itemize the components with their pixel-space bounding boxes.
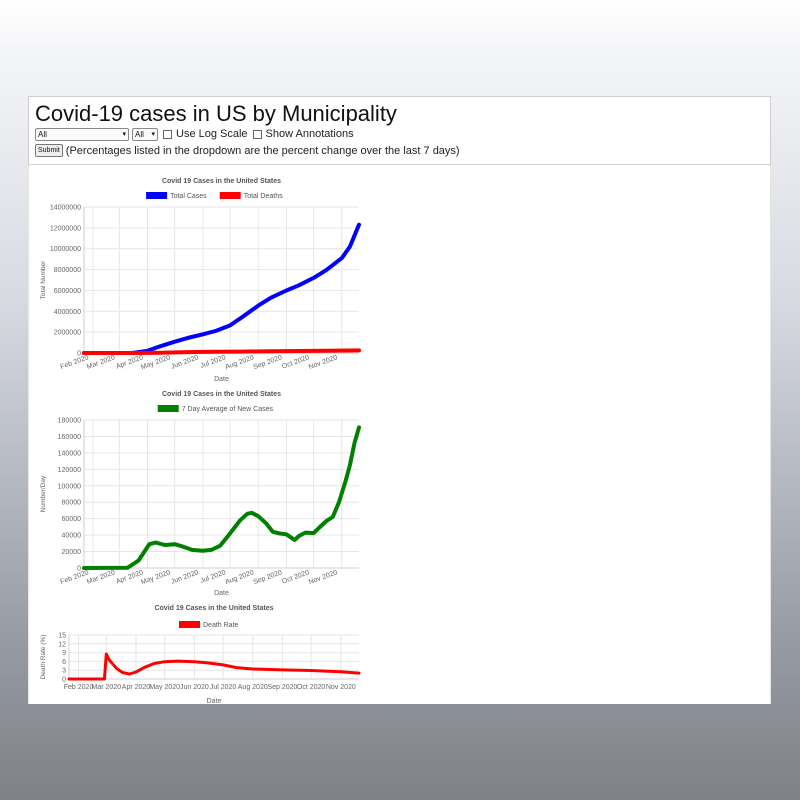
y-tick-label: 100000 xyxy=(58,483,81,490)
y-tick-label: 80000 xyxy=(62,500,82,507)
submit-button[interactable]: Submit xyxy=(35,144,63,157)
y-tick-label: 15 xyxy=(58,633,66,640)
y-axis-label: Total Number xyxy=(40,260,47,299)
series-line-total-cases xyxy=(82,222,361,355)
x-tick-label: Mar 2020 xyxy=(92,684,122,691)
controls-panel: Covid-19 cases in US by Municipality All… xyxy=(28,96,771,165)
x-tick-label: Jul 2020 xyxy=(200,354,227,370)
municipality-select-value: All xyxy=(38,129,47,139)
annotations-checkbox[interactable] xyxy=(252,129,262,139)
x-tick-label: Feb 2020 xyxy=(60,354,90,371)
y-tick-label: 160000 xyxy=(58,434,81,441)
controls-row: All ▾ All ▾ Use Log Scale Show Annotatio… xyxy=(35,127,354,141)
legend-label: Total Deaths xyxy=(244,193,283,200)
log-scale-checkbox[interactable] xyxy=(163,129,172,139)
legend-swatch xyxy=(179,621,200,628)
chart-title: Covid 19 Cases in the United States xyxy=(162,178,281,185)
submit-row: Submit (Percentages listed in the dropdo… xyxy=(35,144,460,157)
y-tick-label: 180000 xyxy=(58,418,81,425)
y-tick-label: 60000 xyxy=(62,516,82,523)
x-tick-label: Apr 2020 xyxy=(115,354,144,370)
legend-label: Death Rate xyxy=(203,622,239,629)
y-tick-label: 2000000 xyxy=(54,330,81,337)
y-tick-label: 14000000 xyxy=(50,205,81,212)
x-tick-label: Feb 2020 xyxy=(60,569,90,586)
x-tick-label: Nov 2020 xyxy=(308,569,339,586)
y-tick-label: 10000000 xyxy=(50,246,81,253)
y-tick-label: 6 xyxy=(62,659,66,666)
y-tick-label: 0 xyxy=(62,677,66,684)
x-axis-label: Date xyxy=(214,590,229,597)
x-tick-label: Aug 2020 xyxy=(224,354,255,371)
x-tick-label: Oct 2020 xyxy=(281,354,310,370)
chart-title: Covid 19 Cases in the United States xyxy=(154,605,273,612)
range-select-value: All xyxy=(135,129,144,139)
charts-area: Covid 19 Cases in the United States Total… xyxy=(28,165,771,705)
y-axis-label: Death Rate (%) xyxy=(40,635,47,680)
y-tick-label: 12 xyxy=(58,641,66,648)
legend-label: 7 Day Average of New Cases xyxy=(182,406,274,413)
legend-swatch xyxy=(146,192,168,199)
x-tick-label: Nov 2020 xyxy=(308,354,339,371)
legend-swatch xyxy=(219,192,241,199)
x-tick-label: Nov 2020 xyxy=(326,684,356,691)
y-axis-label: Number/Day xyxy=(40,475,47,512)
y-tick-label: 9 xyxy=(62,650,66,657)
range-select[interactable]: All ▾ xyxy=(132,127,158,141)
x-tick-label: May 2020 xyxy=(149,684,180,691)
dropdown-note: (Percentages listed in the dropdown are … xyxy=(65,144,460,157)
y-tick-label: 0 xyxy=(77,351,81,358)
x-axis-label: Date xyxy=(214,376,229,383)
x-tick-label: Sep 2020 xyxy=(267,684,297,691)
y-tick-label: 140000 xyxy=(58,450,81,457)
x-axis-label: Date xyxy=(207,698,222,704)
log-scale-label: Use Log Scale xyxy=(176,128,248,140)
chevron-down-icon: ▾ xyxy=(151,130,155,138)
x-tick-label: Jun 2020 xyxy=(170,354,200,370)
chart-title: Covid 19 Cases in the United States xyxy=(162,391,281,398)
x-tick-label: Jul 2020 xyxy=(210,684,237,691)
y-tick-label: 6000000 xyxy=(54,288,81,295)
x-tick-label: Mar 2020 xyxy=(86,354,116,371)
x-tick-label: Apr 2020 xyxy=(122,684,151,691)
x-tick-label: Oct 2020 xyxy=(281,569,310,585)
x-tick-label: Jun 2020 xyxy=(180,684,209,691)
x-tick-label: Mar 2020 xyxy=(86,569,116,586)
municipality-select[interactable]: All ▾ xyxy=(35,127,129,141)
y-tick-label: 8000000 xyxy=(54,267,81,274)
y-tick-label: 12000000 xyxy=(50,225,81,232)
x-tick-label: Oct 2020 xyxy=(297,684,326,691)
annotations-label: Show Annotations xyxy=(265,128,354,140)
y-tick-label: 20000 xyxy=(62,549,82,556)
x-tick-label: Jul 2020 xyxy=(200,569,227,585)
x-tick-label: Sep 2020 xyxy=(253,569,284,586)
chevron-down-icon: ▾ xyxy=(122,130,126,138)
x-tick-label: May 2020 xyxy=(140,569,171,586)
series-line-death-rate xyxy=(67,652,361,681)
legend-swatch xyxy=(157,405,179,412)
x-tick-label: Sep 2020 xyxy=(253,354,284,371)
page-title: Covid-19 cases in US by Municipality xyxy=(35,101,397,126)
y-tick-label: 0 xyxy=(77,566,81,573)
charts-canvas: Covid 19 Cases in the United States Total… xyxy=(40,178,361,705)
x-tick-label: May 2020 xyxy=(140,354,171,371)
y-tick-label: 3 xyxy=(62,668,66,675)
y-tick-label: 120000 xyxy=(58,467,81,474)
x-tick-label: Apr 2020 xyxy=(115,569,144,585)
x-tick-label: Jun 2020 xyxy=(170,569,200,585)
legend-label: Total Cases xyxy=(170,193,207,200)
series-line-total-deaths xyxy=(82,348,361,355)
series-line-7-day-average-of-new-cases xyxy=(82,425,361,570)
y-tick-label: 4000000 xyxy=(54,309,81,316)
x-tick-label: Aug 2020 xyxy=(238,684,268,691)
y-tick-label: 40000 xyxy=(62,533,82,540)
x-tick-label: Aug 2020 xyxy=(224,569,255,586)
x-tick-label: Feb 2020 xyxy=(64,684,94,691)
